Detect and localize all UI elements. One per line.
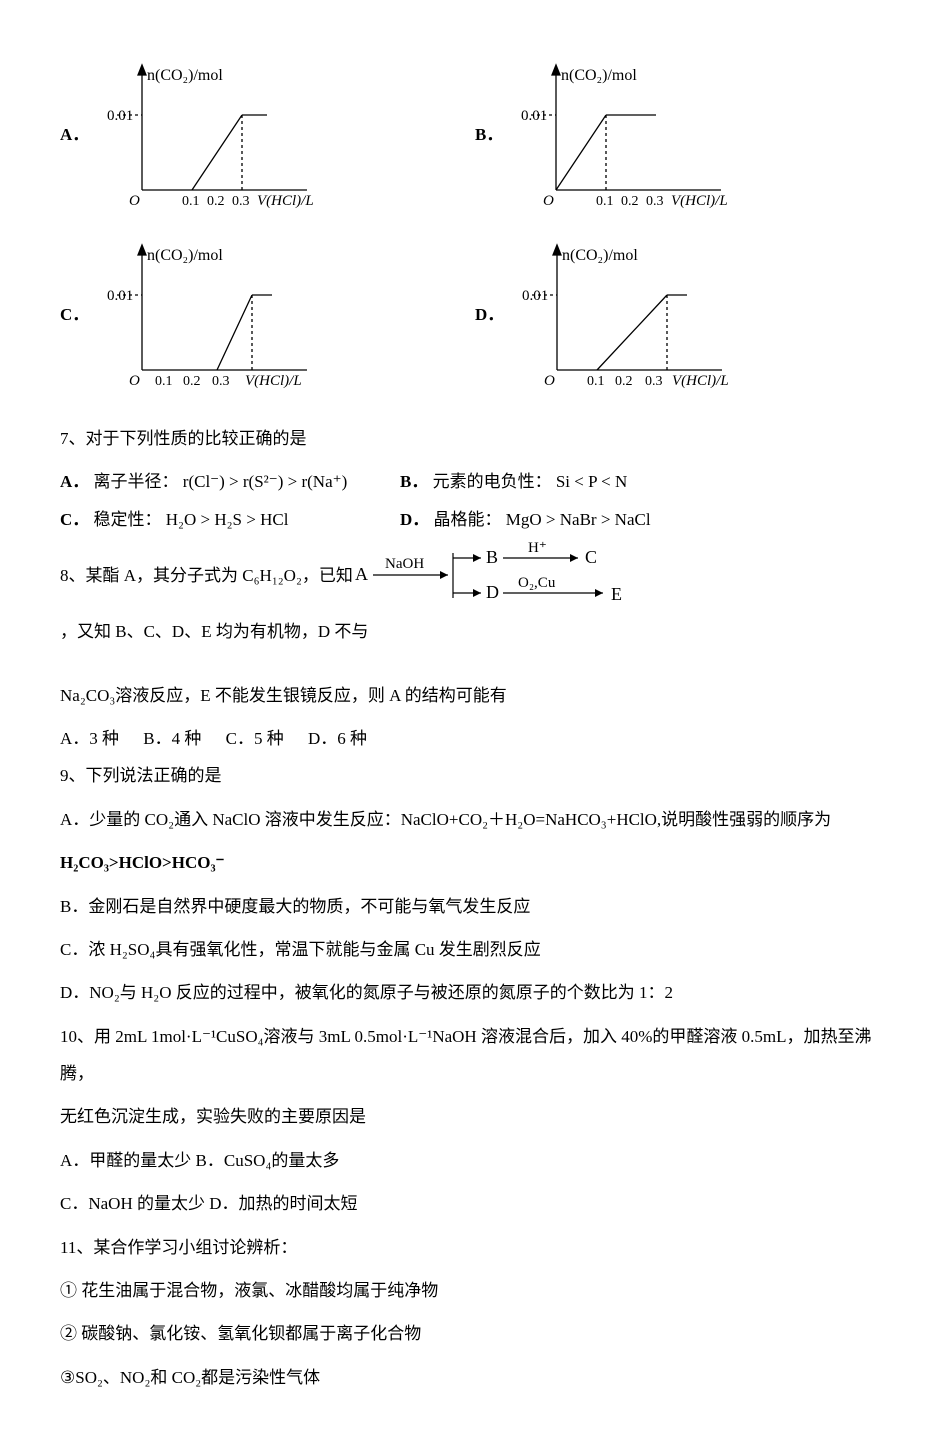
q7-B-text: 元素的电负性： [433,472,552,491]
chart-label-D: D． [475,296,504,333]
q7-D-formula: MgO > NaBr > NaCl [506,510,651,529]
q10-B: B．CuSO₄的量太多 [196,1151,340,1170]
chart-D: n(CO₂)/mol 0.01 O 0.1 0.2 0.3 V(HCl)/L [512,240,732,390]
q7-row2: C． 稳定性： H₂O > H₂S > HCl D． 晶格能： MgO > Na… [60,501,890,538]
xtick2: 0.2 [615,374,633,389]
node-A: A [355,564,368,584]
chart-label-C: C． [60,296,89,333]
q8-stem-prefix: 8、某酯 A，其分子式为 C₆H₁₂O₂，已知 [60,557,353,594]
q11-stem: 11、某合作学习小组讨论辨析： [60,1229,890,1266]
q10-D: D．加热的时间太短 [209,1194,357,1213]
chart-cell-D: D． n(CO₂)/mol 0.01 O 0.1 0.2 0.3 V(HCl)/… [475,240,890,390]
y-tick: 0.01 [522,288,548,304]
q10-stem: 10、用 2mL 1mol·L⁻¹CuSO₄溶液与 3mL 0.5mol·L⁻¹… [60,1018,890,1093]
q9-stem: 9、下列说法正确的是 [60,757,890,794]
chart-B: n(CO₂)/mol 0.01 O 0.1 0.2 0.3 V(HCl)/L [511,60,731,210]
q10-row1: A．甲醛的量太少 B．CuSO₄的量太多 [60,1142,890,1179]
q9-A1: A．少量的 CO₂通入 NaClO 溶液中发生反应：NaClO+CO₂＋H₂O=… [60,801,890,838]
xtick1: 0.1 [587,374,605,389]
xtick2: 0.2 [183,374,201,389]
q7-A-text: 离子半径： [94,472,179,491]
y-tick: 0.01 [107,108,133,124]
y-axis-label: n(CO₂)/mol [147,247,223,264]
q7-C-text: 稳定性： [94,510,162,529]
xtick3: 0.3 [212,374,230,389]
q8-stem-suffix: ，又知 B、C、D、E 均为有机物，D 不与 [60,613,368,650]
origin: O [543,193,554,209]
q7-C-label: C． [60,510,89,529]
xtick2: 0.2 [621,194,639,209]
y-axis-label: n(CO₂)/mol [562,247,638,264]
origin: O [544,373,555,389]
reagent-hplus: H⁺ [528,540,547,556]
xtick1: 0.1 [182,194,200,209]
chart-row-1: A． n(CO₂)/mol 0.01 O 0.1 0.2 0.3 V(HCl)/… [60,60,890,210]
xtick2: 0.2 [207,194,225,209]
xtick3: 0.3 [646,194,664,209]
q7-stem: 7、对于下列性质的比较正确的是 [60,420,890,457]
q7-row1: A． 离子半径： r(Cl⁻) > r(S²⁻) > r(Na⁺) B． 元素的… [60,463,890,500]
node-C: C [585,547,597,567]
x-axis-label: V(HCl)/L [257,193,314,209]
q8-opt-D: D．6 种 [308,729,367,748]
q11-i3: ③SO₂、NO₂和 CO₂都是污染性气体 [60,1359,890,1396]
node-B: B [486,547,498,567]
reagent-o2cu: O₂,Cu [518,575,556,591]
x-axis-label: V(HCl)/L [671,193,728,209]
q10-C: C．NaOH 的量太少 [60,1194,209,1213]
y-axis-label: n(CO₂)/mol [561,67,637,84]
xtick3: 0.3 [232,194,250,209]
y-tick: 0.01 [521,108,547,124]
chart-cell-B: B． n(CO₂)/mol 0.01 O 0.1 0.2 0.3 V(HCl)/… [475,60,890,210]
q8-line1: 8、某酯 A，其分子式为 C₆H₁₂O₂，已知 A NaOH B H⁺ C D … [60,538,890,650]
node-E: E [611,584,622,604]
reagent-naoh: NaOH [385,556,424,572]
q8-line2: Na₂CO₃溶液反应，E 不能发生银镜反应，则 A 的结构可能有 [60,677,890,714]
chart-cell-A: A． n(CO₂)/mol 0.01 O 0.1 0.2 0.3 V(HCl)/… [60,60,475,210]
q10-stem2: 无红色沉淀生成，实验失败的主要原因是 [60,1098,890,1135]
origin: O [129,373,140,389]
q7-A-formula: r(Cl⁻) > r(S²⁻) > r(Na⁺) [183,472,347,491]
q7-C-formula: H₂O > H₂S > HCl [166,510,289,529]
q10-row2: C．NaOH 的量太少 D．加热的时间太短 [60,1185,890,1222]
q9-B: B．金刚石是自然界中硬度最大的物质，不可能与氧气发生反应 [60,888,890,925]
q11-i1: ① 花生油属于混合物，液氯、冰醋酸均属于纯净物 [60,1272,890,1309]
q9-C: C．浓 H₂SO₄具有强氧化性，常温下就能与金属 Cu 发生剧烈反应 [60,931,890,968]
xtick3: 0.3 [645,374,663,389]
chart-C: n(CO₂)/mol 0.01 O 0.1 0.2 0.3 V(HCl)/L [97,240,317,390]
x-axis-label: V(HCl)/L [672,373,729,389]
y-tick: 0.01 [107,288,133,304]
q7-B-label: B． [400,472,428,491]
chart-label-B: B． [475,116,503,153]
q7-A-label: A． [60,472,89,491]
q8-opt-C: C．5 种 [226,729,284,748]
chart-row-2: C． n(CO₂)/mol 0.01 O 0.1 0.2 0.3 V(HCl)/… [60,240,890,390]
q11-i2: ② 碳酸钠、氯化铵、氢氧化钡都属于离子化合物 [60,1315,890,1352]
q7-B-formula: Si < P < N [556,472,627,491]
chart-A: n(CO₂)/mol 0.01 O 0.1 0.2 0.3 V(HCl)/L [97,60,317,210]
q9-D: D．NO₂与 H₂O 反应的过程中，被氧化的氮原子与被还原的氮原子的个数比为 1… [60,974,890,1011]
q8-opt-B: B．4 种 [143,729,201,748]
chart-cell-C: C． n(CO₂)/mol 0.01 O 0.1 0.2 0.3 V(HCl)/… [60,240,475,390]
q10-A: A．甲醛的量太少 [60,1151,196,1170]
chart-label-A: A． [60,116,89,153]
origin: O [129,193,140,209]
xtick1: 0.1 [155,374,173,389]
x-axis-label: V(HCl)/L [245,373,302,389]
xtick1: 0.1 [596,194,614,209]
q7-D-text: 晶格能： [434,510,502,529]
q7-D-label: D． [400,510,429,529]
y-axis-label: n(CO₂)/mol [147,67,223,84]
node-D: D [486,582,499,602]
q8-opt-A: A．3 种 [60,729,119,748]
q8-options: A．3 种 B．4 种 C．5 种 D．6 种 [60,720,890,757]
reaction-diagram: A NaOH B H⁺ C D O₂,Cu E [353,538,643,613]
q9-A2: H₂CO₃>HClO>HCO₃⁻ [60,844,890,881]
